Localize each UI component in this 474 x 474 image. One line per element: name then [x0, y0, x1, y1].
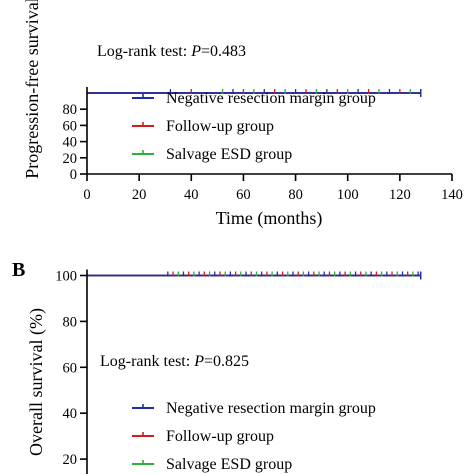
- panel-b-log-rank-value: =0.825: [204, 353, 249, 370]
- panel-b-y-tick-label: 20: [63, 452, 78, 468]
- panel-a-x-tick-label: 0: [83, 187, 90, 203]
- panel-a-x-tick-label: 20: [132, 187, 147, 203]
- panel-a-x-axis-title: Time (months): [216, 208, 323, 229]
- panel-a-y-tick-label: 40: [63, 135, 78, 151]
- panel-a-log-rank-p: P: [190, 43, 201, 60]
- panel-b-legend-label-0: Negative resection margin group: [166, 400, 376, 417]
- panel-a-y-tick-label: 80: [63, 102, 78, 118]
- panel-a-x-tick-label: 120: [389, 187, 411, 203]
- panel-a-x-tick-label: 140: [441, 187, 463, 203]
- panel-a-legend-label-1: Follow-up group: [166, 118, 274, 135]
- panel-b-legend-label-1: Follow-up group: [166, 428, 274, 445]
- panel-a-y-tick-label: 0: [70, 167, 77, 183]
- panel-a-log-rank-annotation: Log-rank test: P=0.483: [97, 43, 246, 60]
- panel-b-log-rank-p: P: [193, 353, 204, 370]
- panel-a-y-axis-title: Progression-free survival: [22, 0, 42, 179]
- panel-a-y-tick-label: 60: [63, 118, 78, 134]
- panel-b-y-tick-label: 100: [55, 269, 77, 285]
- panel-b-letter: B: [12, 259, 25, 281]
- panel-a-log-rank-prefix: Log-rank test:: [97, 43, 191, 60]
- panel-a-legend-label-2: Salvage ESD group: [166, 146, 292, 163]
- panel-b-log-rank-annotation: Log-rank test: P=0.825: [100, 353, 249, 370]
- panel-b-legend-label-2: Salvage ESD group: [166, 456, 292, 473]
- panel-a-legend: Negative resection margin group Follow-up…: [132, 90, 376, 163]
- panel-a-x-tick-label: 100: [337, 187, 359, 203]
- panel-a-legend-label-0: Negative resection margin group: [166, 90, 376, 107]
- panel-b-legend: Negative resection margin group Follow-up…: [132, 400, 376, 473]
- panel-a-log-rank-value: =0.483: [201, 43, 246, 60]
- panel-a-x-tick-label: 60: [236, 187, 251, 203]
- panel-a-y-tick-label: 20: [63, 151, 78, 167]
- panel-b-y-tick-label: 40: [63, 406, 78, 422]
- panel-b-y-axis-title: Overall survival (%): [26, 308, 47, 456]
- panel-b-overall-survival: B 20 40 60 80 100 Overall survival (%) Log-r…: [12, 259, 422, 474]
- panel-b-y-tick-label: 80: [63, 314, 78, 330]
- panel-b-log-rank-prefix: Log-rank test:: [100, 353, 194, 370]
- panel-a-x-tick-label: 40: [184, 187, 199, 203]
- panel-b-y-tick-label: 60: [63, 360, 78, 376]
- panel-a-x-tick-label: 80: [288, 187, 303, 203]
